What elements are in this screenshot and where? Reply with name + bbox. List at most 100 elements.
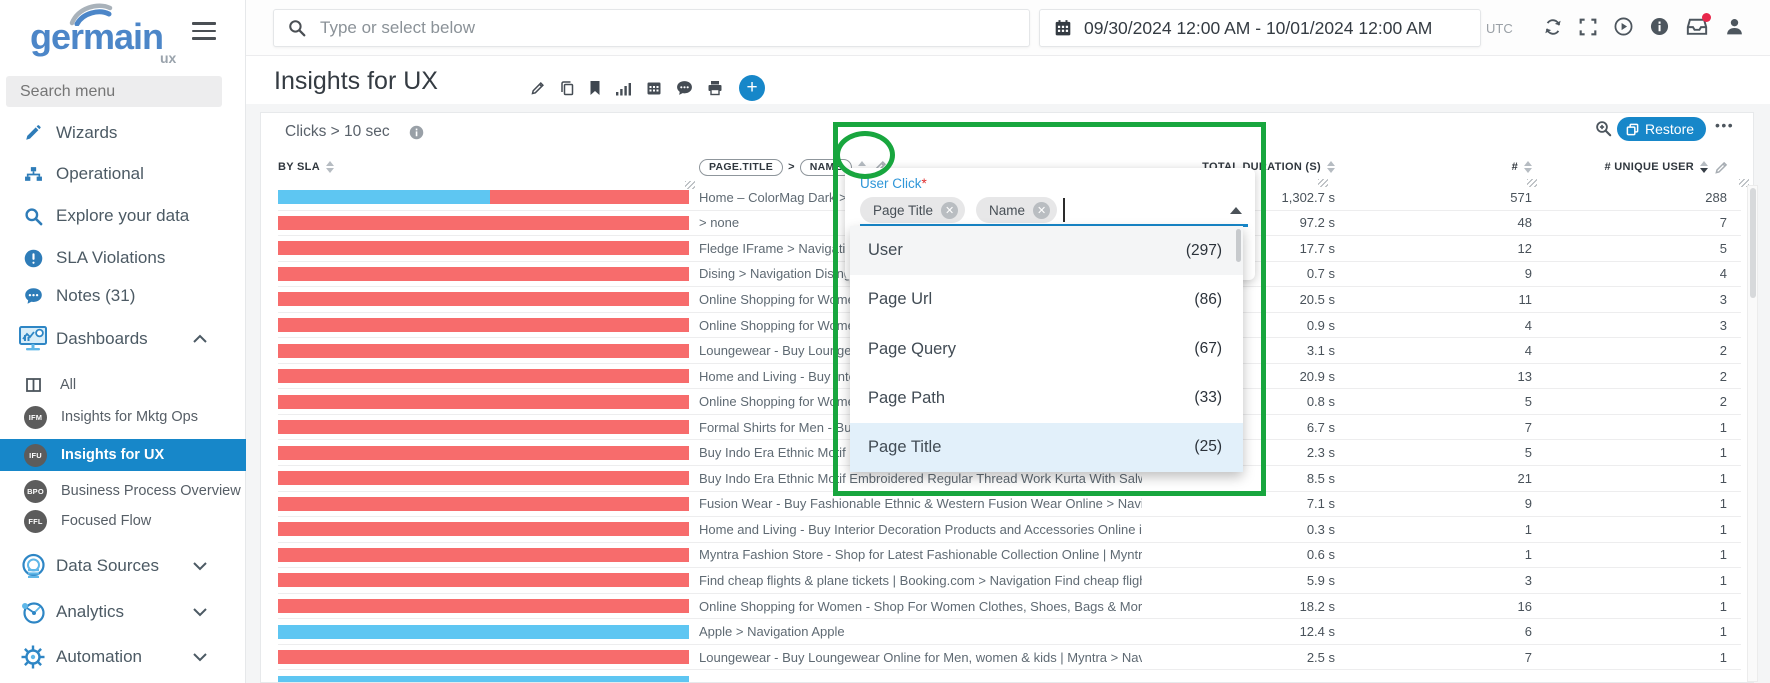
menu-option-page-path[interactable]: Page Path (33) xyxy=(850,374,1243,423)
sidebar-item-insights-ux[interactable]: IFU Insights for UX xyxy=(0,439,246,471)
play-icon[interactable] xyxy=(1614,17,1633,36)
row-total-duration: 20.9 s xyxy=(1299,368,1335,384)
sidebar-item-label: Operational xyxy=(56,164,144,183)
row-unique-users: 1 xyxy=(1719,598,1727,614)
table-row[interactable]: Loungewear - Buy Loungewear Online for M… xyxy=(278,645,1741,671)
zoom-in-icon[interactable] xyxy=(1595,120,1612,137)
row-sla-bar-cell xyxy=(278,496,689,511)
row-total-duration: 0.3 s xyxy=(1306,521,1335,537)
column-resize-handle[interactable] xyxy=(685,181,695,189)
table-row[interactable]: Fusion Wear - Buy Fashionable Ethnic & W… xyxy=(278,492,1741,518)
row-sla-bar-cell xyxy=(278,318,689,332)
chip-name[interactable]: Name ✕ xyxy=(976,197,1058,223)
row-unique-users: 1 xyxy=(1719,521,1727,537)
sidebar-item-dashboards[interactable]: Dashboards xyxy=(0,322,246,356)
sla-bar-segment-blue xyxy=(278,675,689,682)
search-placeholder: Type or select below xyxy=(320,18,475,37)
column-resize-handle[interactable] xyxy=(1318,179,1328,187)
collapse-caret-icon[interactable] xyxy=(1230,207,1242,214)
sla-bar-segment-red xyxy=(278,343,689,358)
row-count: 1 xyxy=(1524,521,1532,537)
sidebar-item-sla-violations[interactable]: SLA Violations xyxy=(0,243,246,273)
info-icon[interactable] xyxy=(409,125,424,140)
bookmark-icon[interactable] xyxy=(589,80,601,96)
table-row[interactable]: Buy Indo Era Ethnic Motif Embroidered Re… xyxy=(278,466,1741,492)
sidebar-item-automation[interactable]: Automation xyxy=(0,640,246,674)
row-total-duration: 18.2 s xyxy=(1299,598,1335,614)
sort-icon[interactable] xyxy=(325,160,334,174)
user-icon[interactable] xyxy=(1725,17,1744,36)
group-pill-page-title[interactable]: PAGE.TITLE xyxy=(699,158,784,176)
column-resize-handle[interactable] xyxy=(1739,179,1749,187)
refresh-icon[interactable] xyxy=(1544,18,1562,36)
sidebar-item-analytics[interactable]: Analytics xyxy=(0,595,246,629)
sla-bar-segment-red xyxy=(278,394,689,409)
table-row[interactable]: Find cheap flights & plane tickets | Boo… xyxy=(278,568,1741,594)
edit-icon[interactable] xyxy=(530,80,546,96)
printer-icon[interactable] xyxy=(707,80,723,96)
sidebar-item-insights-mktg-ops[interactable]: IFM Insights for Mktg Ops xyxy=(0,402,246,432)
row-sla-bar-cell xyxy=(278,624,689,639)
row-sla-bar-cell xyxy=(278,573,689,588)
date-range-picker[interactable]: 09/30/2024 12:00 AM - 10/01/2024 12:00 A… xyxy=(1039,9,1481,47)
calendar-icon[interactable] xyxy=(646,80,662,96)
comment-icon[interactable] xyxy=(676,80,693,96)
restore-button[interactable]: Restore xyxy=(1617,117,1707,141)
topbar: Type or select below 09/30/2024 12:00 AM… xyxy=(246,0,1770,56)
table-scrollbar[interactable] xyxy=(1747,185,1758,682)
sidebar-subitem-label: Business Process Overview xyxy=(61,483,241,499)
sidebar-search-input[interactable] xyxy=(6,76,222,107)
menu-option-page-title[interactable]: Page Title (25) xyxy=(850,422,1243,473)
inbox-icon[interactable] xyxy=(1686,13,1711,36)
column-resize-handle[interactable] xyxy=(1527,179,1537,187)
row-total-duration: 0.7 s xyxy=(1306,266,1335,282)
sidebar-item-label: Analytics xyxy=(56,602,125,621)
table-row[interactable] xyxy=(278,670,1741,682)
sidebar-item-notes[interactable]: Notes (31) xyxy=(0,281,246,311)
sla-bar xyxy=(278,241,689,256)
remove-chip-icon[interactable]: ✕ xyxy=(941,201,959,219)
sidebar-item-dashboards-all[interactable]: All xyxy=(0,370,246,400)
sort-icon[interactable] xyxy=(1524,160,1532,174)
sla-bar-segment-red xyxy=(278,573,689,588)
bar-chart-icon[interactable] xyxy=(615,81,632,96)
more-options-icon[interactable]: ••• xyxy=(1715,117,1735,133)
edit-column-pencil-icon[interactable] xyxy=(1714,160,1729,175)
global-search-input[interactable]: Type or select below xyxy=(273,9,1030,47)
row-count: 4 xyxy=(1524,343,1532,359)
menu-scrollbar-thumb[interactable] xyxy=(1236,229,1241,262)
sidebar-item-explore[interactable]: Explore your data xyxy=(0,201,246,231)
scrollbar-thumb[interactable] xyxy=(1749,188,1756,298)
sidebar-item-operational[interactable]: Operational xyxy=(0,159,246,189)
row-title: Online Shopping for Women, Me xyxy=(699,317,888,333)
column-header-count[interactable]: # xyxy=(1335,160,1532,174)
menu-option-user[interactable]: User (297) xyxy=(850,226,1243,276)
table-row[interactable]: Home and Living - Buy Interior Decoratio… xyxy=(278,517,1741,543)
row-unique-users: 3 xyxy=(1719,291,1727,307)
table-row[interactable]: Myntra Fashion Store - Shop for Latest F… xyxy=(278,543,1741,569)
table-row[interactable]: Online Shopping for Women - Shop For Wom… xyxy=(278,594,1741,620)
sidebar-item-wizards[interactable]: Wizards xyxy=(0,118,246,148)
fullscreen-icon[interactable] xyxy=(1579,18,1597,36)
column-header-by-sla[interactable]: BY SLA xyxy=(278,160,689,174)
menu-option-page-query[interactable]: Page Query (67) xyxy=(850,324,1243,373)
info-icon[interactable] xyxy=(1650,17,1669,36)
column-header-unique-user[interactable]: # UNIQUE USER xyxy=(1532,160,1729,175)
menu-option-page-url[interactable]: Page Url (86) xyxy=(850,275,1243,324)
add-widget-button[interactable]: + xyxy=(739,75,765,101)
table-row[interactable]: Apple > Navigation Apple 12.4 s 6 1 xyxy=(278,619,1741,645)
option-count: (25) xyxy=(1194,438,1222,456)
sla-bar xyxy=(278,624,689,639)
chip-page-title[interactable]: Page Title ✕ xyxy=(860,197,966,223)
menu-toggle-icon[interactable] xyxy=(192,22,216,41)
sort-desc-icon[interactable] xyxy=(1700,160,1708,174)
copy-icon[interactable] xyxy=(560,80,575,96)
analytics-icon xyxy=(18,599,48,625)
sidebar-item-label: Data Sources xyxy=(56,556,159,575)
row-total-duration: 6.7 s xyxy=(1306,419,1335,435)
sidebar-item-business-process-overview[interactable]: BPO Business Process Overview xyxy=(0,476,246,506)
remove-chip-icon[interactable]: ✕ xyxy=(1033,201,1051,219)
sidebar-item-focused-flow[interactable]: FFL Focused Flow xyxy=(0,506,246,536)
sidebar-item-data-sources[interactable]: Data Sources xyxy=(0,549,246,583)
sort-icon[interactable] xyxy=(1327,160,1335,174)
